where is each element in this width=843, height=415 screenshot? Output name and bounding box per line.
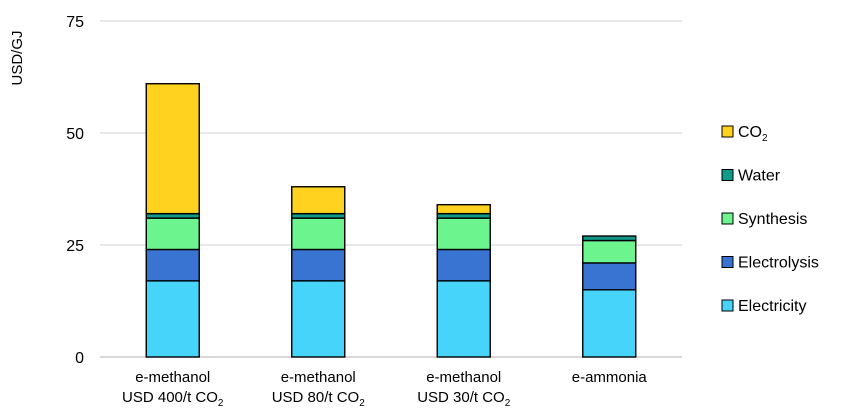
y-tick-0: 0: [75, 350, 84, 367]
bar-4-electrolysis: [582, 262, 637, 291]
category-label-1-line2: USD 400/t CO2: [122, 389, 224, 409]
bar-4-water: [582, 235, 637, 242]
category-label-2-line2: USD 80/t CO2: [272, 389, 366, 409]
y-tick-75: 75: [66, 14, 84, 31]
category-label-3-line1: e-methanol: [426, 369, 501, 386]
legend-label-co2: CO2: [738, 124, 768, 144]
y-tick-50: 50: [66, 126, 84, 143]
bar-2-synthesis: [291, 217, 346, 251]
legend-label-synthesis: Synthesis: [738, 211, 807, 228]
legend-swatch-electrolysis: [721, 256, 734, 268]
bar-3-synthesis: [436, 217, 491, 251]
legend-swatch-water: [721, 169, 734, 181]
bars: [145, 83, 637, 358]
bar-2-co2: [291, 186, 346, 215]
category-label-2-line1: e-methanol: [281, 369, 356, 386]
bar-3-electrolysis: [436, 248, 491, 282]
bar-4-electricity: [582, 289, 637, 358]
legend-label-water: Water: [738, 168, 781, 185]
legend: CO2 Water Synthesis Electrolysis Electricity: [721, 124, 819, 315]
bar-1-co2: [145, 83, 200, 215]
legend-swatch-synthesis: [721, 212, 734, 225]
y-axis-label: USD/GJ: [9, 30, 26, 85]
legend-swatch-electricity: [721, 299, 734, 312]
bar-2-electrolysis: [291, 248, 346, 282]
legend-label-electricity: Electricity: [738, 298, 806, 315]
bar-4-synthesis: [582, 239, 637, 264]
category-labels: e-methanol USD 400/t CO2 e-methanol USD 80/…: [122, 369, 647, 409]
bar-1-electrolysis: [145, 248, 200, 282]
y-tick-labels: 0 25 50 75: [66, 14, 84, 367]
legend-swatch-co2: [721, 125, 734, 138]
legend-label-electrolysis: Electrolysis: [738, 255, 819, 272]
bar-1-electricity: [145, 280, 200, 358]
bar-3-co2: [436, 203, 491, 215]
bar-3-electricity: [436, 280, 491, 358]
bar-1-synthesis: [145, 217, 200, 251]
bar-2-electricity: [291, 280, 346, 358]
category-label-3-line2: USD 30/t CO2: [417, 389, 511, 409]
category-label-1-line1: e-methanol: [135, 369, 210, 386]
y-tick-25: 25: [66, 238, 84, 255]
category-label-4-line1: e-ammonia: [572, 369, 648, 386]
